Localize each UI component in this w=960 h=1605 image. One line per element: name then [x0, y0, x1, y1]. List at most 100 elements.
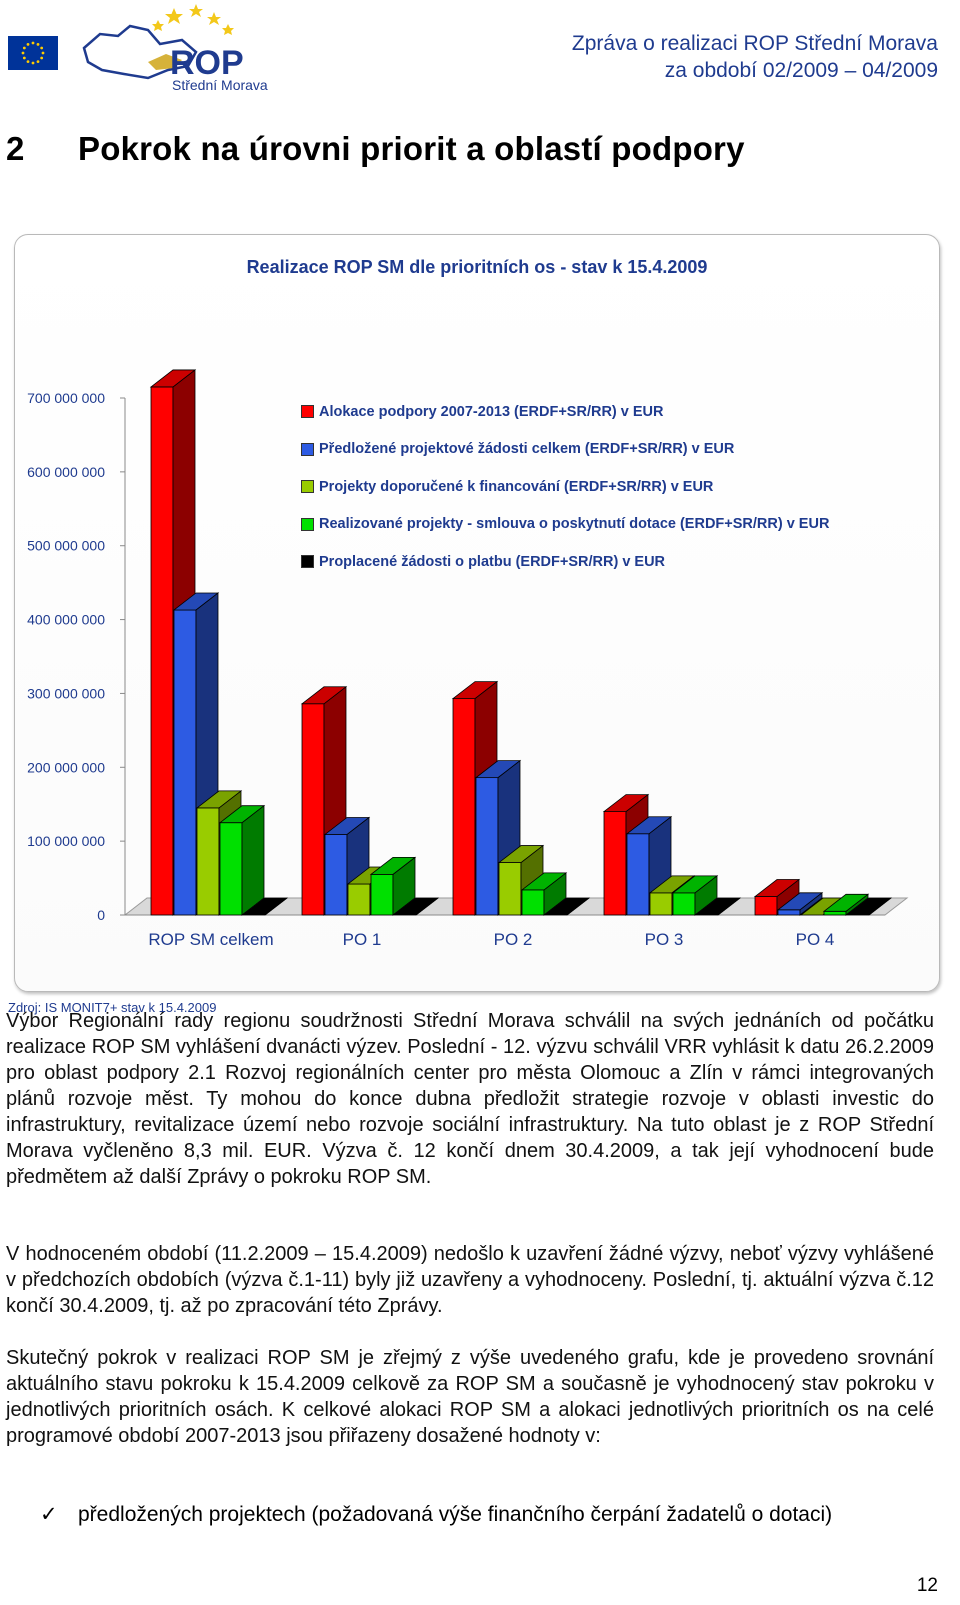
legend-swatch: [301, 405, 314, 419]
bar: [347, 883, 371, 916]
section-number: 2: [6, 130, 25, 167]
eu-star: [21, 51, 25, 55]
section-title: Pokrok na úrovni priorit a oblastí podpo…: [78, 130, 745, 167]
section-heading: 2 Pokrok na úrovni priorit a oblastí podp…: [6, 130, 745, 168]
list-item-text: předložených projektech (požadovaná výše…: [78, 1503, 833, 1526]
bar: [475, 777, 499, 916]
chart-container: Realizace ROP SM dle prioritních os - st…: [14, 234, 940, 992]
bar: [649, 892, 673, 916]
page-header: ROP Střední Morava Zpráva o realizaci RO…: [0, 0, 960, 110]
y-tick-label: 200 000 000: [27, 759, 105, 775]
bar-top: [392, 897, 440, 916]
bar-top: [195, 790, 243, 809]
eu-star: [40, 46, 44, 50]
legend-item: Předložené projektové žádosti celkem (ER…: [301, 431, 829, 469]
legend-label: Projekty doporučené k financování (ERDF+…: [319, 478, 714, 495]
bar-top: [602, 794, 650, 812]
x-tick-label: ROP SM celkem: [148, 930, 273, 949]
bar: [452, 698, 476, 916]
legend-swatch: [301, 517, 314, 531]
legend-item: Alokace podpory 2007-2013 (ERDF+SR/RR) v…: [301, 393, 829, 431]
legend-item: Proplacené žádosti o platbu (ERDF+SR/RR)…: [301, 543, 829, 581]
bar-side: [241, 804, 265, 916]
bar: [301, 703, 325, 916]
x-tick-label: PO 1: [343, 930, 382, 949]
checkmark-icon: ✓: [40, 1503, 58, 1526]
eu-star: [22, 46, 26, 50]
eu-star: [22, 56, 26, 60]
report-title-line2: za období 02/2009 – 04/2009: [664, 59, 938, 82]
bar: [150, 386, 174, 916]
x-tick-label: PO 4: [796, 930, 835, 949]
bar: [777, 909, 801, 916]
chart-title: Realizace ROP SM dle prioritních os - st…: [246, 257, 708, 277]
bar: [219, 822, 243, 916]
y-tick-label: 700 000 000: [27, 390, 105, 406]
bar-top: [776, 892, 824, 911]
y-tick-label: 400 000 000: [27, 612, 105, 628]
logo-subtitle: Střední Morava: [172, 77, 268, 93]
y-tick-label: 100 000 000: [27, 833, 105, 849]
paragraph-1: Výbor Regionální rady regionu soudržnost…: [6, 1010, 934, 1188]
legend-label: Předložené projektové žádosti celkem (ER…: [319, 441, 735, 458]
legend-swatch: [301, 555, 314, 569]
bar-top: [369, 856, 417, 875]
legend-label: Realizované projekty - smlouva o poskytn…: [319, 516, 830, 533]
bar: [823, 910, 847, 916]
bar-top: [451, 681, 499, 699]
bar: [626, 833, 650, 916]
bar-top: [218, 805, 266, 824]
bar: [173, 609, 197, 916]
legend-item: Projekty doporučené k financování (ERDF+…: [301, 468, 829, 506]
bar: [603, 811, 627, 916]
bar: [754, 896, 778, 916]
bar-top: [323, 817, 371, 835]
bar-top: [625, 816, 673, 835]
bar: [196, 807, 220, 916]
chart-legend: Alokace podpory 2007-2013 (ERDF+SR/RR) v…: [301, 393, 829, 581]
bar-top: [474, 760, 522, 779]
eu-flag-icon: [8, 36, 58, 70]
eu-star: [41, 51, 45, 55]
bar-chart: 0 100 000 000 200 000 000 300 000 000 400 00…: [27, 369, 909, 949]
logo-text: ROP: [170, 44, 244, 82]
bar-top: [241, 897, 289, 916]
eu-star: [36, 60, 40, 64]
report-title-line1: Zpráva o realizaci ROP Střední Morava: [571, 32, 938, 55]
x-tick-label: PO 3: [645, 930, 684, 949]
bar-top: [822, 893, 870, 912]
bar-top: [497, 845, 545, 863]
bar-top: [753, 879, 801, 897]
bar-top: [300, 686, 348, 705]
legend-swatch: [301, 480, 314, 494]
legend-label: Proplacené žádosti o platbu (ERDF+SR/RR)…: [319, 553, 666, 570]
page-number: 12: [916, 1575, 938, 1596]
bar: [370, 873, 394, 916]
bar-top: [172, 592, 220, 611]
rop-logo: ROP Střední Morava: [82, 4, 268, 93]
legend-label: Alokace podpory 2007-2013 (ERDF+SR/RR) v…: [319, 403, 664, 420]
bar: [498, 862, 522, 916]
source-note: Zdroj: IS MONIT7+ stav k 15.4.2009: [8, 1000, 217, 1015]
bar-top: [845, 897, 893, 916]
legend-swatch: [301, 442, 314, 456]
y-tick-label: 500 000 000: [27, 538, 105, 554]
bar-top: [520, 872, 568, 891]
eu-star: [26, 60, 30, 64]
bar-top: [648, 875, 696, 894]
x-tick-label: PO 2: [494, 930, 533, 949]
bar-top: [543, 897, 591, 916]
eu-star: [26, 42, 30, 46]
eu-star: [31, 41, 35, 45]
y-tick-label: 0: [97, 907, 105, 923]
bar: [521, 889, 545, 916]
report-title: Zpráva o realizaci ROP Střední Morava za…: [572, 30, 938, 84]
bar: [672, 892, 696, 916]
y-tick-label: 300 000 000: [27, 685, 105, 701]
paragraph-3: Skutečný pokrok v realizaci ROP SM je zř…: [6, 1347, 934, 1447]
eu-star: [31, 61, 35, 65]
bar-top: [694, 897, 742, 916]
eu-star: [40, 56, 44, 60]
bar-top: [671, 875, 719, 894]
bar-top: [149, 369, 197, 388]
